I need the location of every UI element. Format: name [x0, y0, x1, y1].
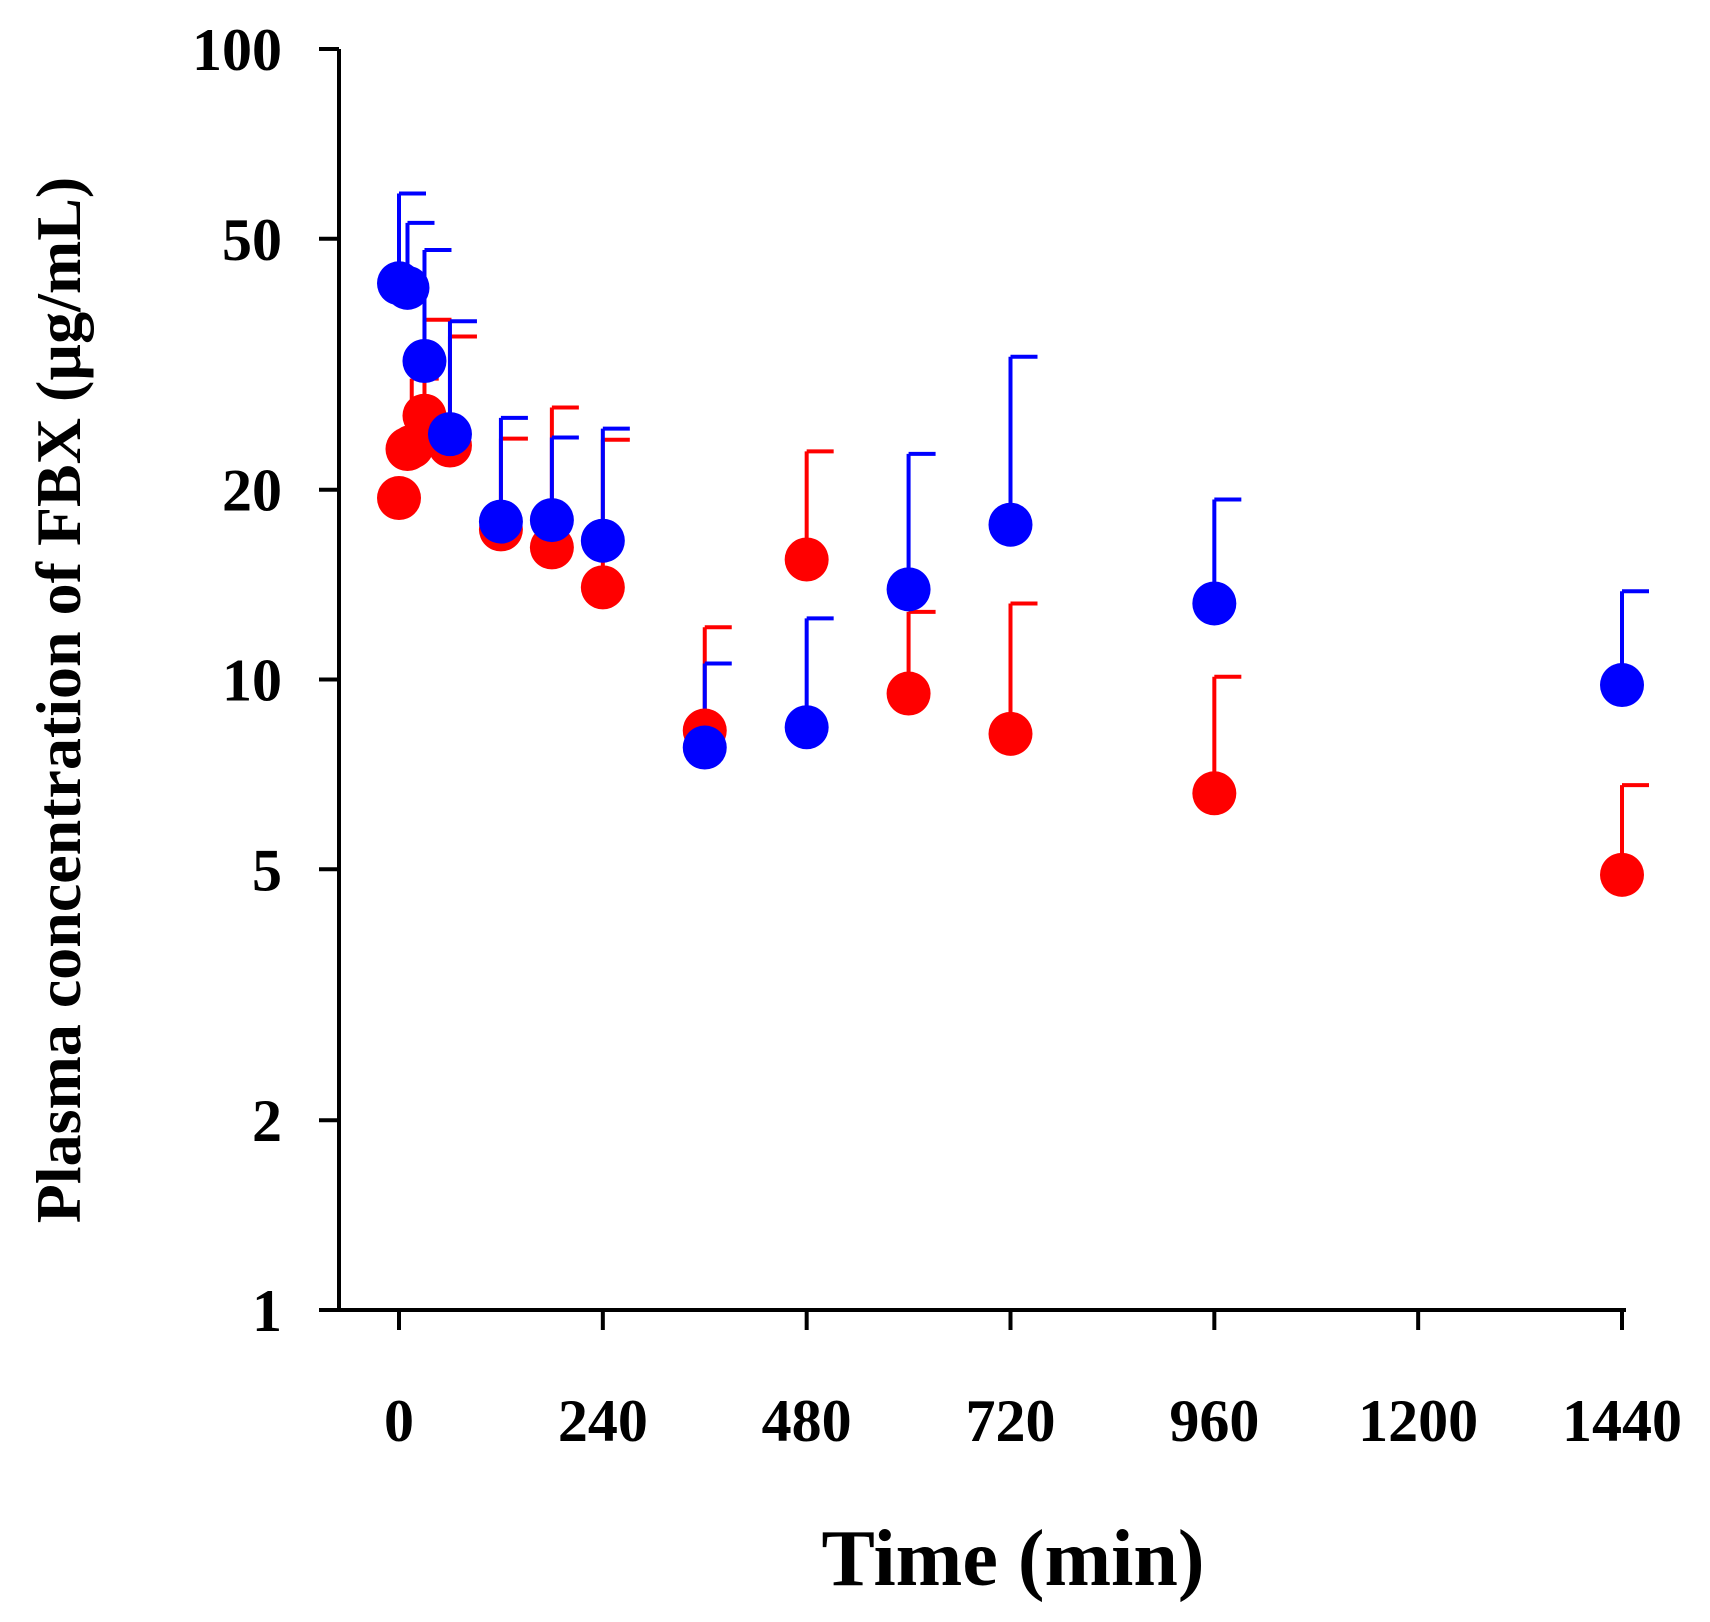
data-point	[427, 412, 472, 457]
data-point	[377, 476, 421, 521]
data-point	[1192, 581, 1237, 626]
data-point	[988, 502, 1033, 547]
y-tick-label: 100	[192, 17, 282, 83]
y-tick-label: 20	[222, 458, 282, 524]
tick-labels: 1 2 5 10 20 50 100 0 240 480 720 960 1200 1440	[192, 17, 1682, 1454]
y-tick-label: 50	[222, 207, 282, 273]
y-tick-label: 5	[252, 837, 282, 903]
data-point	[1600, 852, 1644, 897]
y-tick-label: 10	[222, 648, 282, 714]
axes	[319, 47, 1626, 1330]
data-point	[784, 705, 829, 750]
data-point	[478, 499, 523, 544]
data-point	[402, 339, 447, 384]
x-tick-label: 240	[558, 1388, 648, 1454]
data-point	[580, 565, 625, 610]
y-tick-label: 1	[252, 1278, 282, 1344]
data-points	[377, 261, 1644, 897]
x-tick-label: 1200	[1358, 1388, 1478, 1454]
data-point	[580, 518, 625, 563]
data-point	[886, 567, 931, 612]
x-tick-label: 0	[384, 1388, 414, 1454]
data-point	[886, 671, 931, 716]
x-axis-title: Time (min)	[822, 1515, 1205, 1603]
x-tick-label: 480	[762, 1388, 852, 1454]
data-point	[385, 265, 430, 310]
y-tick-label: 2	[252, 1088, 282, 1154]
data-point	[1192, 771, 1237, 816]
data-point	[784, 537, 829, 582]
error-bars	[397, 191, 1649, 875]
data-point	[988, 711, 1033, 756]
data-point	[682, 725, 727, 770]
data-point	[529, 498, 574, 543]
y-axis-title: Plasma concentration of FBX (µg/mL)	[23, 177, 94, 1224]
x-tick-label: 720	[966, 1388, 1056, 1454]
x-tick-label: 960	[1169, 1388, 1259, 1454]
data-point	[1600, 663, 1644, 708]
x-tick-label: 1440	[1562, 1388, 1682, 1454]
